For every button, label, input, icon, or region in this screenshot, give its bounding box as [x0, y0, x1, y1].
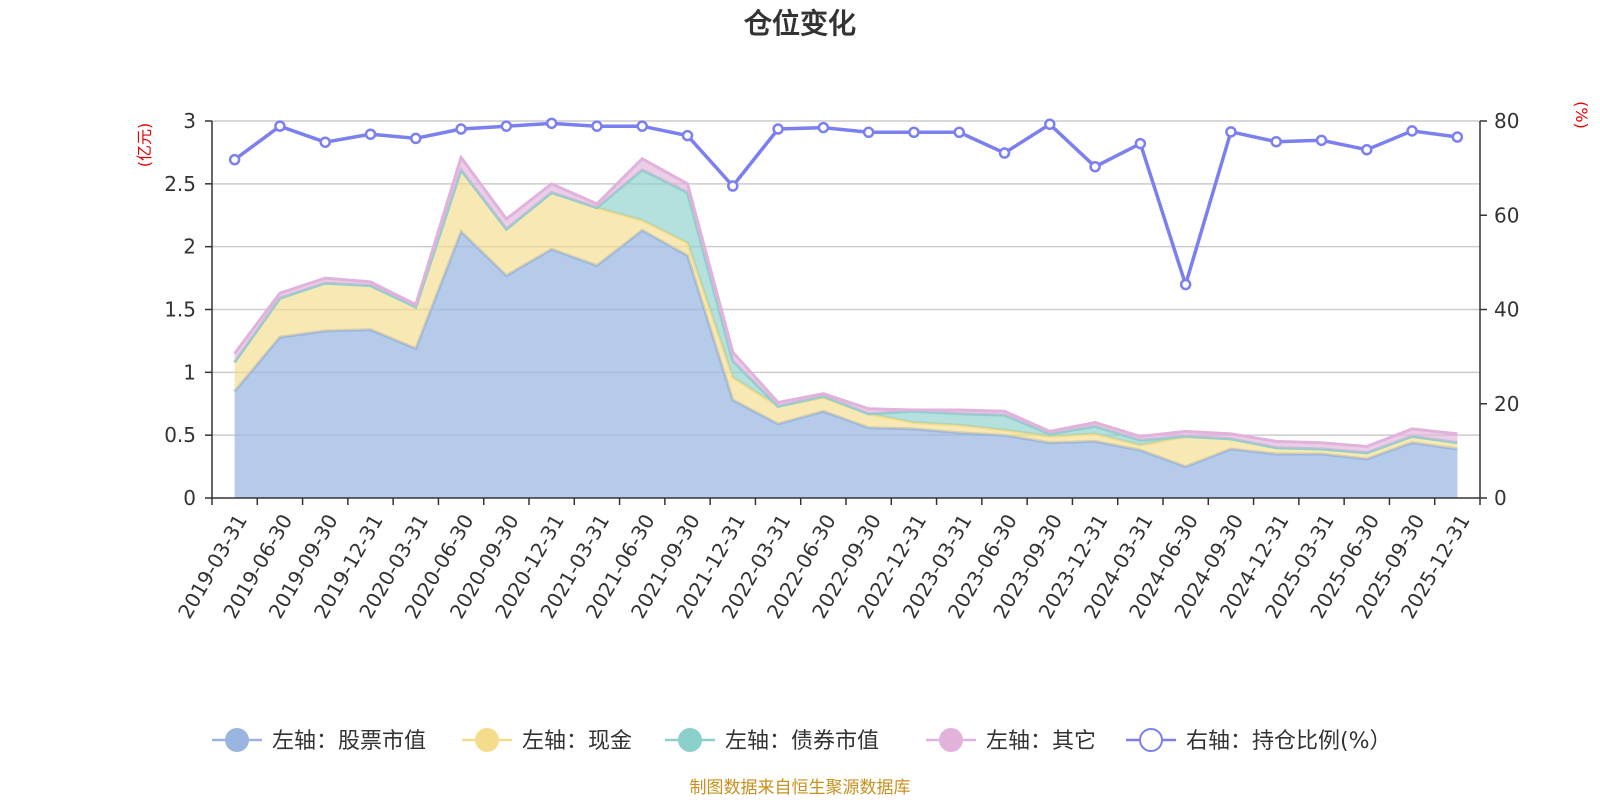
- ratio-point: [1089, 160, 1101, 173]
- legend-item-4[interactable]: 左轴：其它: [926, 728, 1096, 754]
- legend-marker: [939, 728, 963, 752]
- left-tick-label: 0: [183, 486, 196, 510]
- chart-title: 仓位变化: [744, 7, 856, 40]
- legend-marker: [1139, 728, 1163, 752]
- ratio-point: [1451, 131, 1464, 143]
- axes: [205, 120, 1487, 505]
- ratio-point: [727, 180, 739, 192]
- left-tick-label: 1.5: [164, 298, 196, 322]
- ratio-point: [908, 126, 920, 139]
- legend-item-2[interactable]: 左轴：现金: [462, 728, 632, 754]
- ratio-point: [953, 126, 965, 139]
- left-tick-label: 2.5: [164, 172, 196, 196]
- ratio-line-series: [228, 117, 1464, 291]
- ratio-point: [862, 126, 875, 139]
- ratio-point: [319, 136, 331, 148]
- legend-item-1[interactable]: 左轴：股票市值: [212, 728, 426, 754]
- legend-label: 左轴：其它: [986, 729, 1096, 754]
- right-tick-label: 0: [1494, 486, 1507, 510]
- ratio-point: [364, 128, 377, 140]
- right-tick-label: 80: [1494, 109, 1519, 133]
- source-note: 制图数据来自恒生聚源数据库: [690, 778, 911, 798]
- legend-label: 左轴：股票市值: [272, 729, 426, 754]
- ratio-point: [1179, 278, 1192, 291]
- left-tick-label: 2: [183, 235, 196, 259]
- ratio-point: [772, 123, 784, 135]
- legend-marker: [225, 728, 249, 752]
- left-tick-label: 1: [183, 360, 196, 384]
- ratio-point: [228, 153, 241, 166]
- right-tick-label: 60: [1494, 203, 1519, 227]
- ratio-point: [1406, 125, 1418, 137]
- ratio-point: [455, 123, 467, 135]
- ratio-point: [681, 129, 694, 142]
- ratio-point: [545, 117, 558, 130]
- ratio-point: [1225, 126, 1237, 138]
- area-series: [233, 154, 1458, 499]
- ratio-point: [998, 147, 1011, 159]
- right-tick-label: 40: [1494, 298, 1519, 322]
- legend-marker: [678, 728, 702, 752]
- ratio-point: [1270, 135, 1282, 148]
- ratio-point: [591, 120, 603, 132]
- left-tick-label: 3: [183, 109, 196, 133]
- left-tick-label: 0.5: [164, 423, 196, 447]
- area-line-4: [233, 154, 1458, 449]
- ratio-point: [636, 120, 648, 132]
- ratio-point: [1315, 134, 1328, 147]
- right-axis-unit: (%): [1572, 101, 1591, 129]
- left-axis-unit: (亿元): [135, 123, 154, 168]
- area-1: [234, 230, 1458, 499]
- legend: 左轴：股票市值 左轴：现金 左轴：债券市值 左轴：其它 右轴：持仓比例(%）: [212, 728, 1392, 754]
- ratio-point: [1361, 143, 1373, 156]
- ratio-point: [817, 121, 830, 134]
- ratio-point: [410, 132, 422, 145]
- area-2: [234, 170, 1458, 467]
- legend-item-5[interactable]: 右轴：持仓比例(%）: [1126, 728, 1392, 754]
- legend-label: 左轴：债券市值: [725, 729, 879, 754]
- ratio-point: [1134, 137, 1147, 150]
- legend-item-3[interactable]: 左轴：债券市值: [665, 728, 879, 754]
- legend-label: 左轴：现金: [522, 729, 632, 754]
- legend-label: 右轴：持仓比例(%）: [1186, 729, 1392, 754]
- legend-marker: [475, 728, 499, 752]
- ratio-point: [500, 120, 513, 132]
- ratio-line: [233, 121, 1458, 291]
- ratio-point: [1044, 118, 1056, 131]
- right-tick-label: 20: [1494, 392, 1519, 416]
- ratio-point: [274, 120, 286, 132]
